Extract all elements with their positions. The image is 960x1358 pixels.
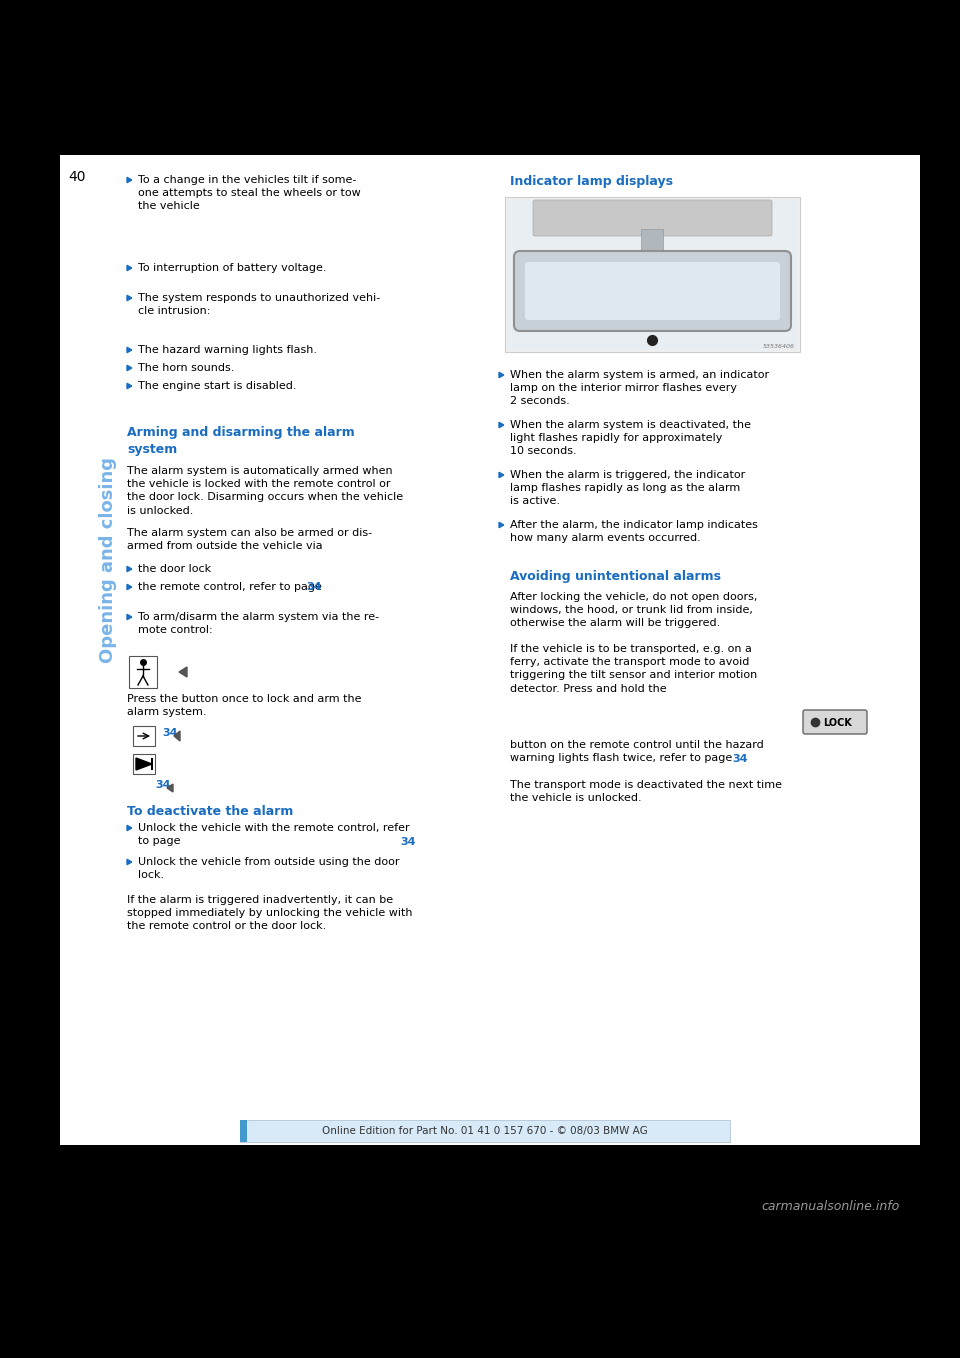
Text: Press the button once to lock and arm the
alarm system.: Press the button once to lock and arm th… — [127, 694, 362, 717]
Text: When the alarm system is armed, an indicator
lamp on the interior mirror flashes: When the alarm system is armed, an indic… — [510, 369, 769, 406]
Text: The alarm system is automatically armed when
the vehicle is locked with the remo: The alarm system is automatically armed … — [127, 466, 403, 516]
FancyBboxPatch shape — [803, 710, 867, 735]
Text: After the alarm, the indicator lamp indicates
how many alarm events occurred.: After the alarm, the indicator lamp indi… — [510, 520, 757, 543]
Polygon shape — [127, 614, 132, 619]
Polygon shape — [174, 731, 180, 741]
Polygon shape — [127, 295, 132, 300]
Text: button on the remote control until the hazard
warning lights flash twice, refer : button on the remote control until the h… — [510, 740, 764, 763]
FancyBboxPatch shape — [514, 251, 791, 331]
Polygon shape — [167, 784, 173, 792]
Bar — [505, 197, 800, 352]
Text: The horn sounds.: The horn sounds. — [138, 363, 234, 373]
Text: Unlock the vehicle with the remote control, refer
to page: Unlock the vehicle with the remote contr… — [138, 823, 410, 846]
Bar — [60, 155, 920, 1145]
Text: 34: 34 — [162, 728, 178, 737]
Text: 34: 34 — [400, 837, 416, 847]
Text: The hazard warning lights flash.: The hazard warning lights flash. — [138, 345, 317, 354]
Text: 40: 40 — [68, 170, 85, 183]
Text: To interruption of battery voltage.: To interruption of battery voltage. — [138, 263, 326, 273]
Text: The alarm system can also be armed or dis-
armed from outside the vehicle via: The alarm system can also be armed or di… — [127, 528, 372, 551]
Polygon shape — [499, 473, 504, 478]
Text: After locking the vehicle, do not open doors,
windows, the hood, or trunk lid fr: After locking the vehicle, do not open d… — [510, 592, 757, 629]
Text: the remote control, refer to page: the remote control, refer to page — [138, 583, 325, 592]
Polygon shape — [127, 365, 132, 371]
FancyBboxPatch shape — [525, 262, 780, 320]
Polygon shape — [499, 422, 504, 428]
Polygon shape — [127, 383, 132, 388]
Bar — [641, 230, 663, 268]
Text: The system responds to unauthorized vehi-
cle intrusion:: The system responds to unauthorized vehi… — [138, 293, 380, 316]
Text: LOCK: LOCK — [823, 718, 852, 728]
Bar — [133, 754, 155, 774]
Text: Arming and disarming the alarm
system: Arming and disarming the alarm system — [127, 426, 355, 456]
Bar — [129, 656, 157, 689]
Polygon shape — [499, 523, 504, 528]
Text: 34: 34 — [306, 583, 322, 592]
Text: The transport mode is deactivated the next time
the vehicle is unlocked.: The transport mode is deactivated the ne… — [510, 779, 782, 803]
Text: 34: 34 — [155, 779, 171, 790]
Text: The engine start is disabled.: The engine start is disabled. — [138, 382, 297, 391]
Text: Online Edition for Part No. 01 41 0 157 670 - © 08/03 BMW AG: Online Edition for Part No. 01 41 0 157 … — [323, 1126, 648, 1137]
Polygon shape — [127, 860, 132, 865]
Text: If the vehicle is to be transported, e.g. on a
ferry, activate the transport mod: If the vehicle is to be transported, e.g… — [510, 644, 757, 694]
Text: To deactivate the alarm: To deactivate the alarm — [127, 805, 294, 818]
Bar — [133, 727, 155, 746]
Polygon shape — [179, 667, 187, 678]
Polygon shape — [127, 826, 132, 831]
Text: Indicator lamp displays: Indicator lamp displays — [510, 175, 673, 187]
Polygon shape — [127, 178, 132, 183]
Text: 34: 34 — [732, 754, 748, 765]
Text: the door lock: the door lock — [138, 564, 211, 574]
Bar — [151, 758, 153, 770]
Bar — [240, 1120, 730, 1142]
Text: Avoiding unintentional alarms: Avoiding unintentional alarms — [510, 570, 721, 583]
FancyBboxPatch shape — [533, 200, 772, 236]
Polygon shape — [127, 348, 132, 353]
Polygon shape — [127, 584, 132, 589]
Polygon shape — [127, 566, 132, 572]
Text: Unlock the vehicle from outside using the door
lock.: Unlock the vehicle from outside using th… — [138, 857, 399, 880]
Text: If the alarm is triggered inadvertently, it can be
stopped immediately by unlock: If the alarm is triggered inadvertently,… — [127, 895, 413, 932]
Text: When the alarm is triggered, the indicator
lamp flashes rapidly as long as the a: When the alarm is triggered, the indicat… — [510, 470, 745, 507]
Text: To a change in the vehicles tilt if some-
one attempts to steal the wheels or to: To a change in the vehicles tilt if some… — [138, 175, 361, 212]
Polygon shape — [136, 758, 152, 770]
Polygon shape — [499, 372, 504, 378]
Polygon shape — [127, 265, 132, 270]
Bar — [240, 1120, 247, 1142]
Bar — [507, 200, 798, 350]
Text: 53536406: 53536406 — [763, 344, 795, 349]
Text: When the alarm system is deactivated, the
light flashes rapidly for approximatel: When the alarm system is deactivated, th… — [510, 420, 751, 456]
Text: carmanualsonline.info: carmanualsonline.info — [761, 1200, 900, 1213]
Text: Opening and closing: Opening and closing — [99, 458, 117, 663]
Text: To arm/disarm the alarm system via the re-
mote control:: To arm/disarm the alarm system via the r… — [138, 612, 379, 636]
